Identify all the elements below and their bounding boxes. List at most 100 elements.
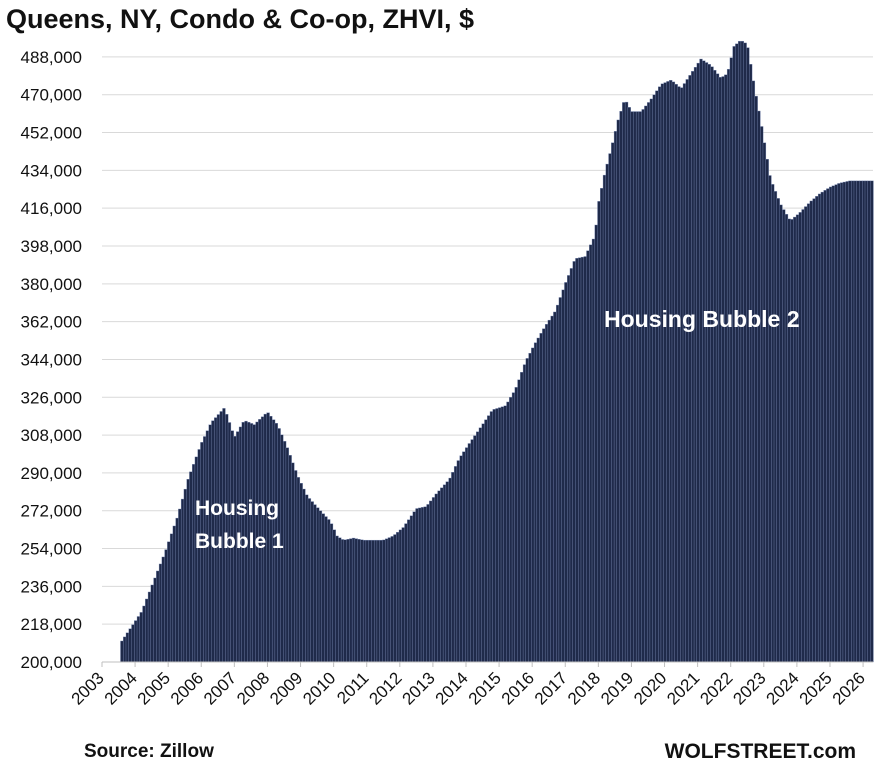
- data-bar: [431, 497, 436, 663]
- annotation-bubble-1-line-2: Bubble 1: [195, 530, 284, 553]
- data-bar: [393, 534, 397, 663]
- data-bar: [649, 98, 654, 663]
- data-bar: [583, 256, 587, 663]
- x-tick-label: 2007: [200, 668, 240, 708]
- data-bar: [467, 443, 472, 663]
- data-bar: [795, 214, 800, 663]
- data-bar: [296, 477, 301, 663]
- data-bar: [398, 529, 403, 663]
- data-bar: [528, 352, 532, 663]
- y-tick-label: 326,000: [21, 388, 82, 407]
- data-bar: [197, 449, 201, 663]
- data-bar: [680, 87, 684, 663]
- annotation-bubble-2: Housing Bubble 2: [604, 306, 800, 332]
- y-tick-label: 362,000: [21, 313, 82, 332]
- data-bar: [288, 455, 292, 663]
- data-bar: [338, 537, 342, 663]
- data-bar: [751, 80, 756, 663]
- data-bar: [346, 539, 350, 663]
- y-tick-label: 416,000: [21, 199, 82, 218]
- data-bar: [754, 95, 758, 663]
- data-bar: [371, 539, 375, 663]
- x-tick-label: 2005: [134, 668, 174, 708]
- data-bar: [710, 66, 714, 663]
- data-bar: [740, 40, 745, 663]
- data-bar: [191, 464, 196, 663]
- x-tick-label: 2006: [167, 668, 207, 708]
- data-bar: [514, 387, 518, 663]
- data-bar: [340, 539, 345, 663]
- data-bar: [329, 523, 334, 663]
- data-bar: [762, 142, 767, 663]
- x-tick-label: 2026: [829, 668, 869, 708]
- data-bar: [828, 186, 833, 663]
- data-bar: [434, 493, 438, 663]
- data-bar: [793, 216, 797, 663]
- data-bar: [655, 90, 659, 663]
- data-bar: [134, 620, 138, 663]
- data-bar: [324, 516, 328, 663]
- data-bar: [423, 506, 427, 663]
- x-tick-label: 2010: [299, 668, 339, 708]
- data-bar: [310, 501, 314, 663]
- data-bar: [646, 102, 651, 663]
- data-bar: [335, 535, 339, 663]
- x-tick-label: 2008: [233, 668, 273, 708]
- data-bar: [544, 324, 549, 663]
- data-bar: [773, 191, 778, 663]
- data-bar: [682, 83, 687, 663]
- data-bar: [840, 182, 844, 663]
- data-bar: [644, 105, 648, 663]
- data-bar: [853, 180, 858, 663]
- data-bar: [131, 624, 135, 663]
- data-bar: [641, 109, 645, 663]
- data-bar: [511, 392, 516, 663]
- data-bar: [539, 333, 543, 663]
- data-bar: [362, 539, 367, 663]
- data-bar: [834, 184, 838, 663]
- data-bar: [343, 539, 347, 663]
- x-tick-label: 2019: [597, 668, 637, 708]
- data-bar: [379, 539, 383, 663]
- data-bar: [589, 244, 593, 663]
- data-bar: [627, 107, 631, 663]
- data-bar: [721, 76, 725, 663]
- data-bar: [456, 460, 460, 663]
- data-bar: [307, 498, 312, 663]
- data-bar: [820, 191, 824, 663]
- data-bar: [693, 67, 698, 663]
- data-bar: [158, 563, 163, 663]
- data-bar: [451, 472, 455, 663]
- data-bar: [172, 525, 176, 663]
- data-bar: [572, 261, 576, 663]
- data-bar: [663, 82, 667, 663]
- data-bar: [790, 219, 794, 663]
- data-bar: [624, 101, 629, 663]
- data-bar: [561, 289, 565, 663]
- data-bar: [856, 180, 860, 663]
- data-bar: [702, 60, 706, 663]
- data-bar: [798, 212, 802, 663]
- data-bar: [385, 538, 389, 663]
- data-bar: [489, 411, 494, 663]
- data-bar: [285, 447, 290, 663]
- data-bar: [368, 539, 372, 663]
- data-bar: [407, 519, 411, 663]
- data-bar: [823, 190, 827, 663]
- data-bar: [776, 198, 780, 663]
- y-tick-label: 236,000: [21, 577, 82, 596]
- data-bar: [724, 74, 728, 663]
- data-bar: [564, 282, 568, 663]
- data-bar: [749, 64, 753, 663]
- data-bar: [594, 224, 598, 663]
- data-bar: [558, 297, 563, 663]
- data-bar: [685, 79, 689, 663]
- data-bar: [691, 71, 695, 663]
- data-bar: [415, 508, 419, 663]
- data-bar: [652, 94, 656, 663]
- data-bar: [396, 532, 400, 663]
- data-bar: [142, 605, 146, 663]
- data-bar: [498, 407, 502, 663]
- data-bar: [387, 537, 392, 663]
